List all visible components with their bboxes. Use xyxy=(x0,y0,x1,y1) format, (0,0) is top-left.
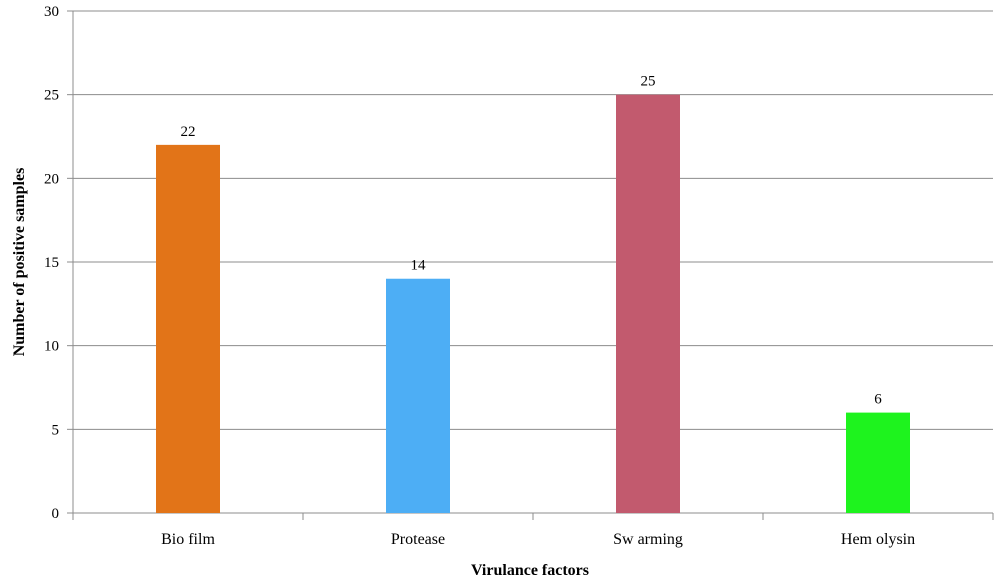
bar xyxy=(156,144,220,513)
x-tick-label: Hem olysin xyxy=(841,531,915,548)
x-tick-label: Protease xyxy=(391,531,445,548)
data-label: 6 xyxy=(874,392,882,408)
bars xyxy=(156,94,910,514)
y-tick-label: 0 xyxy=(52,506,60,522)
y-axis-title: Number of positive samples xyxy=(11,168,28,357)
x-tick-label: Sw arming xyxy=(613,531,683,548)
bar xyxy=(616,94,680,514)
y-tick-label: 20 xyxy=(44,171,59,187)
labels: 0 5 10 15 20 25 30 22 Bio film 14 Protease 25 Sw arm… xyxy=(44,4,915,548)
y-tick-label: 5 xyxy=(52,422,60,438)
y-tick-label: 25 xyxy=(44,88,59,104)
y-tick-label: 15 xyxy=(44,255,59,271)
bar xyxy=(386,278,450,513)
y-tick-label: 10 xyxy=(44,339,59,355)
x-axis-title: Virulance factors xyxy=(471,562,589,579)
gridlines xyxy=(73,10,993,430)
x-tick-label: Bio film xyxy=(161,531,215,548)
data-label: 25 xyxy=(641,74,656,90)
axes xyxy=(67,10,994,520)
bar xyxy=(846,412,910,513)
y-tick-label: 30 xyxy=(44,4,59,20)
data-label: 22 xyxy=(181,124,196,140)
data-label: 14 xyxy=(411,258,427,274)
